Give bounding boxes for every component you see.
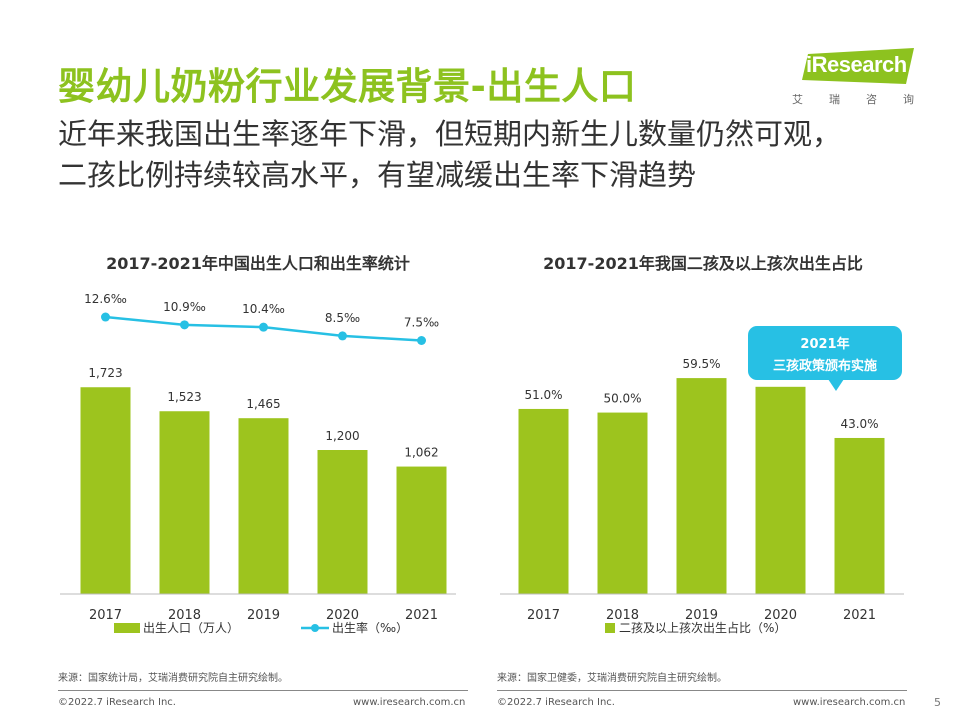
logo-cn-char: 艾	[792, 93, 803, 106]
x-tick-label: 2021	[843, 608, 876, 623]
callout-text: 2021年	[800, 336, 849, 352]
callout-text: 三孩政策颁布实施	[773, 358, 877, 374]
policy-callout	[748, 326, 902, 380]
x-tick-label: 2019	[247, 608, 280, 623]
page-subtitle: 近年来我国出生率逐年下滑，但短期内新生儿数量仍然可观， 二孩比例持续较高水平，有…	[58, 114, 938, 196]
line-point	[259, 322, 268, 332]
line-point	[338, 331, 347, 341]
bar-data-label: 1,523	[167, 390, 201, 404]
line-point	[180, 320, 189, 330]
legend-label: 二孩及以上孩次出生占比（%）	[619, 620, 786, 635]
logo-cn-text: 艾 瑞 咨 询	[792, 91, 914, 107]
birth-population-chart: 2017-2021年中国出生人口和出生率统计 1,723 2017 1,523 201…	[58, 250, 458, 650]
x-tick-label: 2017	[89, 608, 122, 623]
legend-label: 出生人口（万人）	[143, 621, 239, 635]
bar-data-label: 50.0%	[603, 392, 641, 406]
bar	[834, 437, 885, 594]
page-number: 5	[934, 696, 941, 709]
bar	[238, 418, 289, 594]
chart-title: 2017-2021年中国出生人口和出生率统计	[106, 254, 410, 273]
second-child-share-chart: 2017-2021年我国二孩及以上孩次出生占比 51.0% 2017 50.0% 20…	[498, 250, 908, 650]
copyright-right: ©2022.7 iResearch Inc.	[497, 697, 615, 708]
bar-data-label: 43.0%	[840, 417, 878, 431]
legend-label: 出生率（‰）	[332, 620, 408, 635]
x-tick-label: 2018	[168, 608, 201, 623]
line-data-label: 12.6‰	[84, 292, 127, 306]
x-tick-label: 2020	[326, 608, 359, 623]
copyright-left: ©2022.7 iResearch Inc.	[58, 697, 176, 708]
bar-data-label: 1,723	[88, 366, 122, 380]
line-data-label: 8.5‰	[325, 311, 360, 325]
bar	[755, 386, 806, 594]
x-tick-label: 2020	[764, 608, 797, 623]
x-tick-label: 2019	[685, 608, 718, 623]
bar	[159, 411, 210, 594]
x-tick-label: 2017	[527, 608, 560, 623]
subtitle-line-1: 近年来我国出生率逐年下滑，但短期内新生儿数量仍然可观，	[58, 117, 842, 151]
logo-cn-char: 咨	[866, 93, 877, 106]
footer-divider-right	[497, 690, 907, 691]
logo-cn-char: 瑞	[829, 93, 840, 106]
page-title: 婴幼儿奶粉行业发展背景-出生人口	[58, 65, 637, 108]
x-tick-label: 2021	[405, 608, 438, 623]
legend-swatch-bar	[605, 623, 615, 633]
bar-data-label: 1,465	[246, 397, 280, 411]
bar-data-label: 1,062	[404, 446, 438, 460]
line-data-label: 7.5‰	[404, 316, 439, 330]
legend-swatch-point	[311, 624, 319, 632]
bar-data-label: 59.5%	[682, 357, 720, 371]
line-data-label: 10.4‰	[242, 302, 285, 316]
logo-brand-text: iResearch	[806, 52, 907, 77]
bar	[597, 412, 648, 594]
logo-cn-char: 询	[903, 93, 914, 106]
bar-data-label: 1,200	[325, 429, 359, 443]
callout-pointer	[828, 379, 844, 391]
iresearch-logo: iResearch 艾 瑞 咨 询	[792, 48, 922, 108]
legend-swatch-bar	[114, 623, 140, 633]
footer-divider-left	[58, 690, 468, 691]
chart-title: 2017-2021年我国二孩及以上孩次出生占比	[543, 254, 863, 273]
bar	[80, 387, 131, 594]
source-note-left: 来源：国家统计局，艾瑞消费研究院自主研究绘制。	[58, 673, 288, 684]
bar	[676, 378, 727, 594]
second-child-share-plot: 51.0%201750.0%201859.5%201957.1%202043.0…	[500, 326, 904, 635]
bar	[518, 408, 569, 594]
birth-population-plot: 1,723 2017 1,523 2018 1,465 2019 1,200 2020 1,06…	[60, 292, 456, 635]
line-point	[417, 336, 426, 345]
line-data-label: 10.9‰	[163, 300, 206, 314]
logo-badge-icon	[802, 48, 914, 84]
source-note-right: 来源：国家卫健委，艾瑞消费研究院自主研究绘制。	[497, 673, 727, 684]
bar	[396, 466, 447, 594]
bar	[317, 450, 368, 594]
website-right: www.iresearch.com.cn	[793, 697, 906, 708]
x-tick-label: 2018	[606, 608, 639, 623]
website-left: www.iresearch.com.cn	[353, 697, 466, 708]
subtitle-line-2: 二孩比例持续较高水平，有望减缓出生率下滑趋势	[58, 158, 697, 192]
bar-data-label: 51.0%	[524, 388, 562, 402]
line-point	[101, 312, 110, 322]
